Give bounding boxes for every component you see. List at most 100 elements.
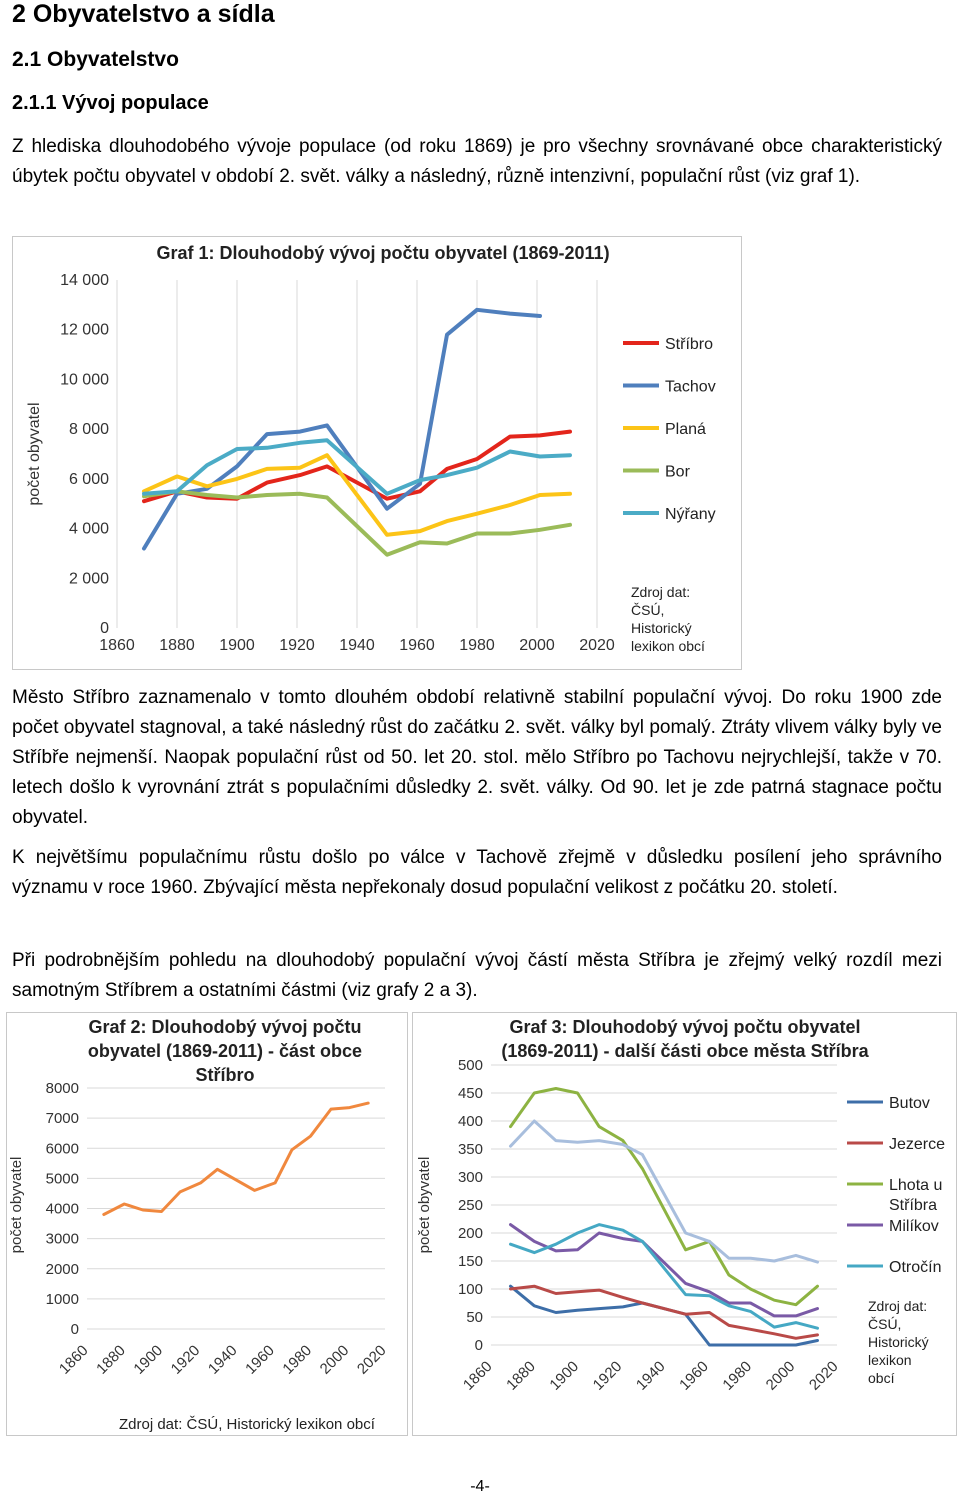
legend-label: Jezerce bbox=[889, 1136, 945, 1153]
y-tick-label: 0 bbox=[100, 620, 109, 637]
x-tick-label: 1860 bbox=[56, 1342, 92, 1378]
series-line-lhota-u-st-bra bbox=[509, 1087, 819, 1307]
x-tick-label: 1880 bbox=[503, 1358, 539, 1394]
legend-label: Butov bbox=[889, 1095, 930, 1112]
x-tick-label: 1940 bbox=[339, 637, 375, 654]
heading-section: 2.1 Obyvatelstvo bbox=[12, 48, 179, 71]
chart-1-svg: 0 2 000 4 000 6 000 8 000 10 000 12 000 14 000 1… bbox=[26, 243, 716, 654]
series-line-mil-kov bbox=[509, 1223, 819, 1318]
y-tick-label: 500 bbox=[458, 1057, 483, 1074]
chart-title: Stříbro bbox=[195, 1065, 254, 1085]
y-tick-label: 14 000 bbox=[60, 272, 109, 289]
y-axis-label: počet obyvatel bbox=[416, 1157, 433, 1254]
x-tick-label: 1960 bbox=[242, 1342, 278, 1378]
x-tick-label: 1920 bbox=[590, 1358, 626, 1394]
x-tick-label: 2020 bbox=[579, 637, 615, 654]
y-axis-label: počet obyvatel bbox=[8, 1157, 25, 1254]
series-line-otro-n bbox=[509, 1223, 819, 1330]
y-tick-label: 2000 bbox=[46, 1261, 79, 1278]
y-tick-label: 8000 bbox=[46, 1080, 79, 1097]
series-line-tachov bbox=[142, 307, 542, 551]
chart-source: Zdroj dat: ČSÚ, Historický lexikon obcí bbox=[119, 1416, 376, 1433]
series-line-plan- bbox=[142, 453, 572, 537]
paragraph-intro: Z hlediska dlouhodobého vývoje populace … bbox=[12, 136, 942, 187]
y-tick-label: 6 000 bbox=[69, 471, 109, 488]
x-tick-label: 1980 bbox=[719, 1358, 755, 1394]
legend-label: Otročín bbox=[889, 1259, 941, 1276]
series-line-unnamed bbox=[102, 1101, 370, 1216]
series-line-st-bro bbox=[142, 429, 572, 504]
chart-title: Graf 1: Dlouhodobý vývoj počtu obyvatel … bbox=[156, 243, 609, 263]
series-line-n-any bbox=[142, 438, 572, 496]
y-tick-label: 450 bbox=[458, 1085, 483, 1102]
legend-label: Planá bbox=[665, 421, 706, 438]
chart-source: Zdroj dat: ČSÚ, Historický lexikon obcí bbox=[868, 1298, 929, 1386]
x-tick-label: 1860 bbox=[460, 1358, 496, 1394]
paragraph-stribro: Město Stříbro zaznamenalo v tomto dlouhé… bbox=[12, 687, 942, 828]
x-tick-label: 2020 bbox=[806, 1358, 842, 1394]
y-tick-label: 6000 bbox=[46, 1140, 79, 1157]
y-tick-label: 250 bbox=[458, 1197, 483, 1214]
x-tick-label: 2000 bbox=[763, 1358, 799, 1394]
chart-2-svg: 0 1000 2000 3000 4000 5000 6000 7000 8000 1860 188… bbox=[8, 1017, 390, 1433]
x-tick-label: 1920 bbox=[168, 1342, 204, 1378]
x-tick-label: 1920 bbox=[279, 637, 315, 654]
series-line-unnamed bbox=[509, 1119, 819, 1264]
chart-title: Graf 2: Dlouhodobý vývoj počtu bbox=[88, 1017, 361, 1037]
y-tick-label: 50 bbox=[466, 1309, 483, 1326]
y-tick-label: 10 000 bbox=[60, 371, 109, 388]
x-tick-label: 1880 bbox=[159, 637, 195, 654]
y-tick-label: 3000 bbox=[46, 1231, 79, 1248]
legend-label: Nýřany bbox=[665, 506, 716, 523]
page-number: -4- bbox=[470, 1478, 490, 1495]
x-tick-label: 1980 bbox=[459, 637, 495, 654]
x-tick-label: 1940 bbox=[205, 1342, 241, 1378]
x-tick-label: 1960 bbox=[399, 637, 435, 654]
series-line-bor bbox=[142, 489, 572, 557]
y-tick-label: 200 bbox=[458, 1225, 483, 1242]
x-tick-label: 1860 bbox=[99, 637, 135, 654]
chart-3: 0 50 100 150 200 250 300 350 400 450 500 1860 1880 19… bbox=[412, 1012, 957, 1436]
legend-label: Lhota u Stříbra bbox=[889, 1177, 942, 1214]
y-tick-label: 350 bbox=[458, 1141, 483, 1158]
y-tick-label: 2 000 bbox=[69, 570, 109, 587]
y-tick-label: 12 000 bbox=[60, 322, 109, 339]
paragraph-tachov: K největšímu populačnímu růstu došlo po … bbox=[12, 847, 942, 898]
y-tick-label: 1000 bbox=[46, 1291, 79, 1308]
chart-title: obyvatel (1869-2011) - část obce bbox=[88, 1041, 362, 1061]
heading-chapter: 2 Obyvatelstvo a sídla bbox=[12, 0, 275, 28]
y-tick-label: 0 bbox=[71, 1321, 79, 1338]
y-tick-label: 0 bbox=[475, 1337, 483, 1354]
x-tick-label: 2000 bbox=[317, 1342, 353, 1378]
x-tick-label: 1900 bbox=[219, 637, 255, 654]
y-tick-label: 4 000 bbox=[69, 521, 109, 538]
y-tick-label: 300 bbox=[458, 1169, 483, 1186]
chart-2: 0 1000 2000 3000 4000 5000 6000 7000 8000 1860 188… bbox=[6, 1012, 408, 1436]
y-axis-label: počet obyvatel bbox=[26, 402, 43, 505]
x-tick-label: 1880 bbox=[93, 1342, 129, 1378]
y-tick-label: 8 000 bbox=[69, 421, 109, 438]
y-tick-label: 7000 bbox=[46, 1110, 79, 1127]
x-tick-label: 1980 bbox=[279, 1342, 315, 1378]
x-tick-label: 1960 bbox=[676, 1358, 712, 1394]
legend-label: Stříbro bbox=[665, 336, 713, 353]
series-line-jezerce bbox=[509, 1284, 819, 1340]
y-tick-label: 5000 bbox=[46, 1170, 79, 1187]
y-tick-label: 150 bbox=[458, 1253, 483, 1270]
x-tick-label: 1900 bbox=[546, 1358, 582, 1394]
x-tick-label: 2000 bbox=[519, 637, 555, 654]
x-tick-label: 1940 bbox=[633, 1358, 669, 1394]
chart-title: Graf 3: Dlouhodobý vývoj počtu obyvatel bbox=[509, 1017, 860, 1037]
y-tick-label: 400 bbox=[458, 1113, 483, 1130]
y-tick-label: 100 bbox=[458, 1281, 483, 1298]
chart-1: 0 2 000 4 000 6 000 8 000 10 000 12 000 14 000 1… bbox=[12, 236, 742, 670]
y-tick-label: 4000 bbox=[46, 1201, 79, 1218]
x-tick-label: 1900 bbox=[130, 1342, 166, 1378]
chart-title: (1869-2011) - další části obce města Stř… bbox=[501, 1041, 869, 1061]
legend-label: Bor bbox=[665, 464, 691, 481]
legend-label: Tachov bbox=[665, 379, 716, 396]
x-tick-label: 2020 bbox=[354, 1342, 390, 1378]
paragraph-parts: Při podrobnějším pohledu na dlouhodobý p… bbox=[12, 950, 942, 1001]
legend-label: Milíkov bbox=[889, 1218, 939, 1235]
